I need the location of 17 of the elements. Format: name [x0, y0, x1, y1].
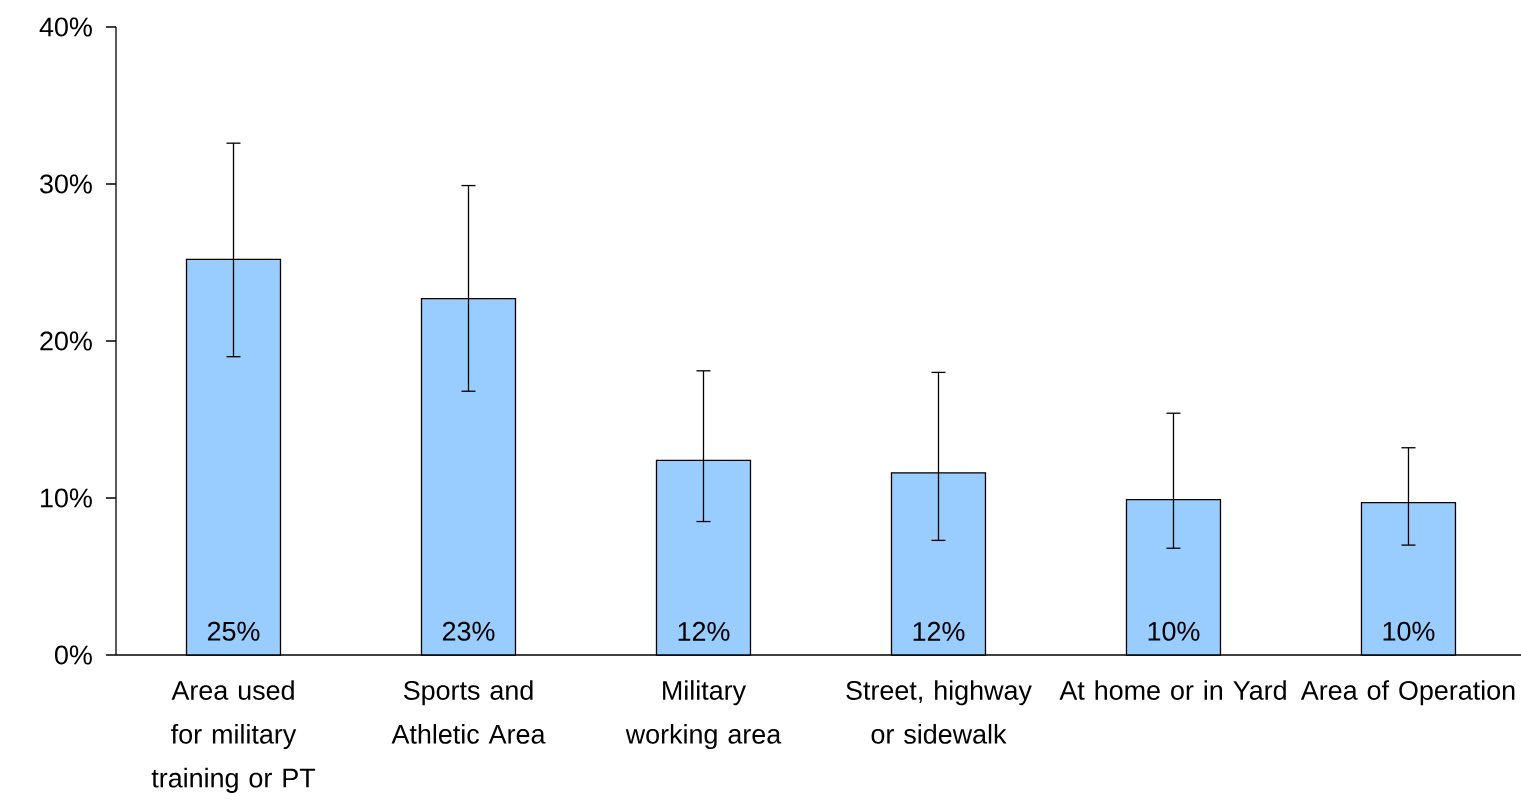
x-tick-label: Area used for military training or PT	[151, 680, 316, 793]
x-tick-label: At home or in Yard	[1059, 680, 1286, 700]
y-tick-label: 30%	[40, 174, 92, 194]
data-label: 23%	[442, 621, 495, 641]
data-label: 12%	[678, 621, 730, 641]
data-label: 12%	[913, 621, 965, 641]
data-label: 10%	[1383, 621, 1435, 641]
x-tick-label: Military working area	[625, 680, 782, 750]
x-tick-label: Sports and Athletic Area	[391, 680, 546, 744]
y-tick-label: 20%	[40, 331, 92, 351]
y-tick-label: 40%	[39, 17, 92, 37]
y-tick-label: 0%	[55, 645, 92, 665]
x-tick-label: Street, highway or sidewalk	[846, 680, 1032, 744]
data-label: 10%	[1148, 621, 1200, 641]
x-tick-label: Area of Operation	[1300, 680, 1515, 706]
data-label: 25%	[207, 621, 260, 641]
y-tick-label: 10%	[41, 488, 92, 508]
